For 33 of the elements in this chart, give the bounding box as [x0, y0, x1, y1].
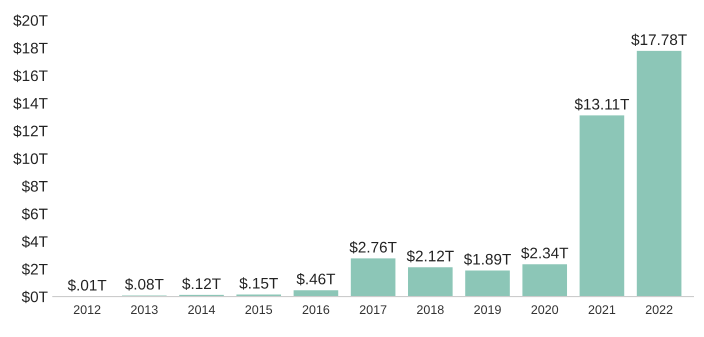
- y-tick-label: $20T: [13, 14, 48, 27]
- y-tick-label: $12T: [13, 124, 48, 138]
- y-tick-label: $16T: [13, 70, 48, 82]
- data-label: $.01T: [68, 279, 106, 292]
- data-label: $.46T: [296, 272, 336, 286]
- data-label: $.15T: [239, 277, 278, 290]
- x-tick-label: 2015: [245, 305, 272, 314]
- data-label: $.12T: [182, 278, 221, 290]
- y-tick-label: $10T: [13, 152, 48, 165]
- y-tick-label: $18T: [13, 42, 48, 54]
- y-tick-label: $14T: [13, 97, 48, 110]
- x-tick-label: 2012: [74, 305, 100, 314]
- x-tick-label: 2019: [474, 305, 501, 314]
- x-tick-label: 2013: [131, 305, 158, 314]
- x-tick-label: 2016: [302, 305, 330, 314]
- x-tick-label: 2018: [417, 305, 444, 314]
- y-tick-label: $0T: [22, 290, 48, 304]
- data-label: $2.76T: [350, 241, 397, 254]
- y-tick-label: $4T: [22, 236, 48, 248]
- data-label: $2.34T: [521, 246, 568, 260]
- y-tick-label: $6T: [22, 208, 48, 220]
- y-tick-label: $8T: [22, 180, 48, 193]
- data-label: $.08T: [124, 278, 164, 291]
- x-tick-label: 2014: [188, 305, 216, 314]
- y-tick-label: $2T: [22, 263, 48, 276]
- x-tick-label: 2020: [531, 305, 558, 314]
- data-label: $17.78T: [631, 34, 687, 46]
- x-tick-label: 2022: [646, 305, 672, 314]
- x-tick-label: 2017: [360, 305, 386, 314]
- x-tick-label: 2021: [588, 305, 616, 314]
- data-label: $2.12T: [406, 250, 454, 262]
- data-label: $13.11T: [574, 98, 630, 111]
- data-label: $1.89T: [464, 253, 511, 266]
